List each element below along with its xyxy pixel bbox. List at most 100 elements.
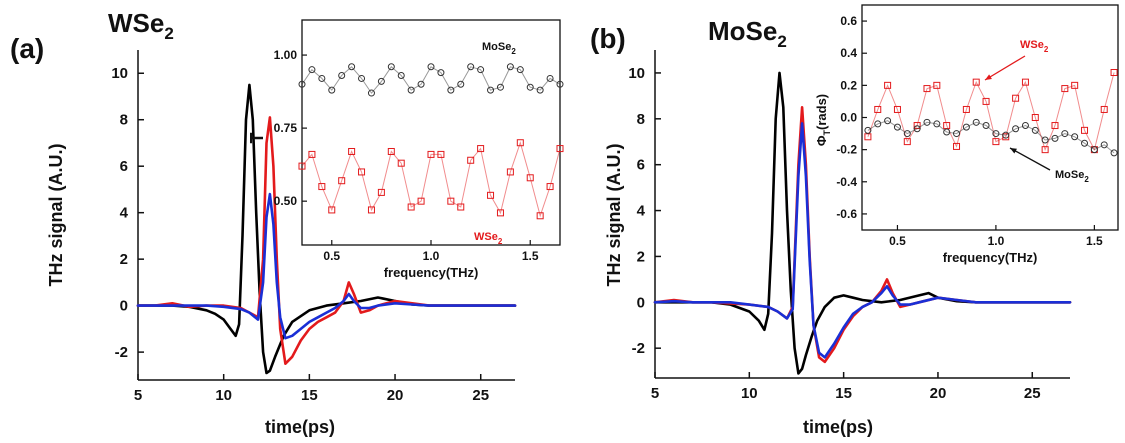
inset-y-tick-label: -0.2 [836, 143, 857, 157]
inset-series-trace [867, 120, 1115, 154]
y-tick-label: 2 [120, 251, 128, 268]
inset-y-tick-label: 0.50 [274, 194, 298, 208]
x-tick-label: 25 [472, 387, 489, 404]
panel-a: 5 10 15 20 25 -2 0 2 4 6 8 10 time(ps) THz signal (A.… [10, 8, 564, 437]
inset-point [477, 145, 485, 153]
inset-point [1002, 131, 1010, 139]
inset-y-tick-label: 0.0 [840, 111, 857, 125]
inset-point [1081, 126, 1089, 134]
inset-point [526, 174, 534, 182]
panel-label: (b) [590, 23, 626, 54]
inset-point [487, 86, 495, 94]
inset-point [328, 206, 336, 214]
annotation-arrow [984, 55, 1026, 81]
inset-point [874, 105, 882, 113]
inset-point [1021, 78, 1029, 86]
y-tick-label: 0 [637, 294, 645, 311]
inset-point [546, 74, 554, 82]
y-tick-label: 2 [637, 248, 645, 265]
inset-point [427, 63, 435, 71]
inset-point [437, 69, 445, 77]
y-tick-label: 10 [628, 65, 645, 82]
inset-y-tick-label: 1.00 [274, 48, 298, 62]
inset-x-tick-label: 1.5 [522, 249, 539, 263]
panel-b: 5 10 15 20 25 -2 0 2 4 6 8 10 time(ps) THz signal (A.… [590, 4, 1119, 437]
inset-point [1081, 139, 1089, 147]
inset-annotation-subscript: 2 [498, 237, 503, 246]
x-axis-label: time(ps) [803, 417, 873, 437]
inset-y-axis-label: ΦT(rads) [814, 94, 832, 146]
inset-point [506, 63, 514, 71]
inset-point [397, 159, 405, 167]
inset-point [1051, 122, 1059, 130]
inset-point [864, 126, 872, 134]
inset-point [496, 83, 504, 91]
inset-point [506, 168, 514, 176]
inset-x-tick-label: 1.0 [988, 234, 1005, 248]
inset-point [467, 156, 475, 164]
material-label: MoSe2 [708, 16, 787, 51]
inset-y-tick-label: 0.6 [840, 14, 857, 28]
material-label-subscript: 2 [164, 24, 173, 43]
inset-point [437, 150, 445, 158]
material-label-subscript: 2 [777, 32, 786, 51]
inset-annotation-main: MoSe [482, 41, 511, 53]
inset-x-tick-label: 0.5 [323, 249, 340, 263]
inset-point [893, 123, 901, 131]
x-tick-label: 15 [301, 387, 318, 404]
inset-point [923, 85, 931, 93]
inset-point [367, 89, 375, 97]
inset-point [972, 78, 980, 86]
inset-point [447, 197, 455, 205]
x-tick-label: 5 [651, 385, 659, 402]
inset-point [377, 77, 385, 85]
inset-point [526, 83, 534, 91]
inset-annotation-subscript: 2 [511, 47, 516, 56]
inset-annotation-main: WSe [474, 231, 498, 243]
y-tick-label: 6 [120, 158, 128, 175]
panel-label: (a) [10, 33, 44, 64]
inset-point [556, 145, 564, 153]
series-line-0 [653, 71, 1072, 375]
inset-point [1100, 105, 1108, 113]
inset-x-tick-label: 1.5 [1086, 234, 1103, 248]
inset-point [913, 125, 921, 133]
inset-point [536, 212, 544, 220]
y-tick-label: 4 [637, 203, 646, 220]
inset-point [457, 80, 465, 88]
inset-point [407, 86, 415, 94]
x-axis-label: time(ps) [265, 417, 335, 437]
inset-point [397, 72, 405, 80]
inset-series-1 [298, 139, 564, 220]
inset-annotation: MoSe2 [482, 41, 516, 56]
inset-point [1110, 69, 1118, 76]
inset-point [308, 150, 316, 158]
inset-point [556, 80, 564, 88]
annotation-arrow-head [985, 74, 992, 80]
inset-point [1041, 136, 1049, 144]
inset-y-axis-label-part: (rads) [814, 94, 829, 130]
inset-point [874, 120, 882, 128]
y-axis-label: THz signal (A.U.) [46, 143, 66, 286]
x-tick-label: 25 [1024, 385, 1041, 402]
inset-y-axis-label-part: Φ [814, 135, 829, 146]
inset-point [1031, 114, 1039, 121]
inset-point [972, 118, 980, 126]
inset-point [1051, 134, 1059, 142]
inset-point [1100, 141, 1108, 149]
inset-point [516, 66, 524, 74]
inset-y-axis-label-part: T [822, 129, 832, 135]
inset-point [328, 86, 336, 94]
y-tick-label: 6 [637, 157, 645, 174]
inset-x-tick-label: 1.0 [423, 249, 440, 263]
inset-point [536, 86, 544, 94]
inset-point [923, 118, 931, 126]
inset-series-0 [298, 63, 564, 97]
y-axis-label: THz signal (A.U.) [604, 143, 624, 286]
inset-y-tick-label: 0.75 [274, 121, 298, 135]
inset-point [546, 183, 554, 191]
inset-point [962, 105, 970, 113]
inset-point [884, 81, 892, 89]
inset-annotation: MoSe2 [1055, 169, 1089, 184]
inset-point [358, 168, 366, 176]
